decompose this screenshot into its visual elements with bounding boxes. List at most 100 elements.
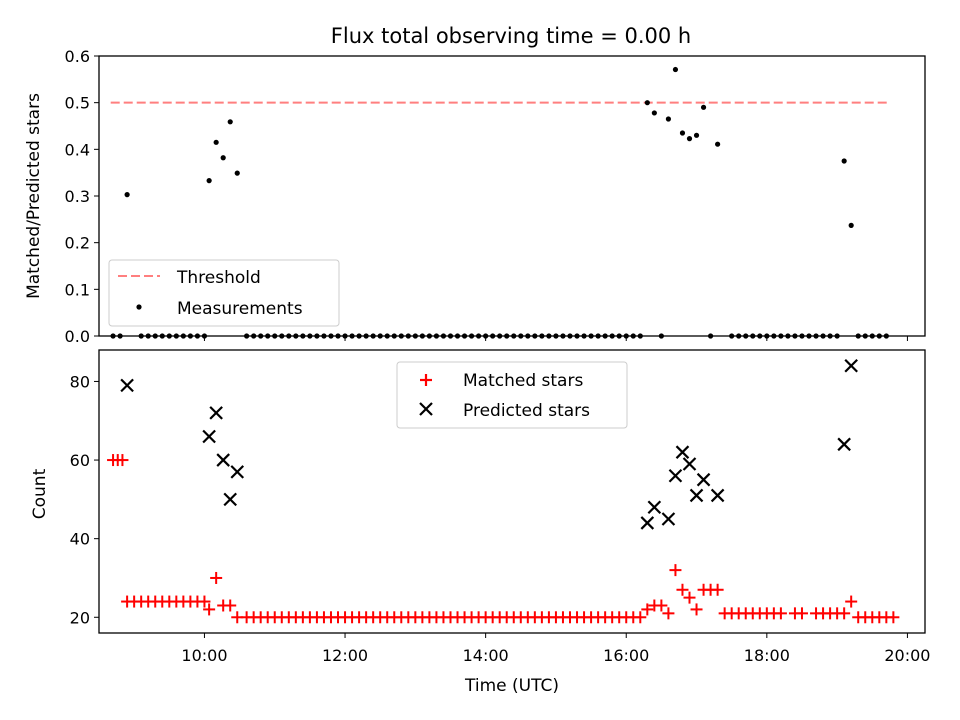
measurement-point	[862, 333, 868, 339]
measurement-point	[363, 333, 369, 339]
measurement-point	[883, 333, 889, 339]
legend-predicted-swatch	[419, 402, 433, 416]
measurement-point	[370, 333, 376, 339]
measurement-point	[194, 333, 201, 339]
measurement-point	[511, 333, 517, 339]
measurement-point	[567, 333, 573, 339]
measurement-point	[665, 116, 672, 122]
measurement-point	[419, 333, 425, 339]
matched-star-point	[210, 571, 223, 584]
measurement-point	[180, 333, 186, 339]
measurement-point	[342, 333, 348, 339]
measurement-point	[461, 333, 468, 339]
predicted-star-point	[230, 465, 245, 479]
predicted-star-point	[223, 492, 238, 507]
legend-matched-label: Matched stars	[463, 371, 583, 391]
matched-star-point	[676, 583, 689, 596]
measurement-point	[272, 333, 278, 339]
matched-star-point	[774, 607, 787, 620]
x-axis-label: Time (UTC)	[464, 676, 559, 696]
bottom-y-axis-label: Count	[30, 468, 50, 519]
matched-star-point	[198, 595, 211, 608]
predicted-star-point	[682, 457, 697, 471]
measurement-point	[258, 333, 264, 339]
measurement-point	[525, 333, 531, 339]
measurement-point	[693, 132, 700, 138]
legend-predicted-label: Predicted stars	[463, 401, 590, 421]
predicted-star-point	[675, 445, 690, 459]
bottom-y-tick-label: 40	[70, 530, 90, 549]
legend-matched-swatch	[420, 374, 432, 386]
measurement-point	[560, 333, 566, 339]
measurement-point	[581, 333, 587, 339]
measurement-point	[227, 119, 233, 125]
top-y-tick-label: 0.5	[65, 94, 90, 113]
measurement-point	[736, 333, 742, 339]
measurement-point	[848, 222, 854, 228]
measurement-point	[187, 333, 193, 339]
measurement-point	[855, 333, 861, 339]
measurement-point	[841, 158, 847, 164]
measurement-point	[644, 100, 650, 106]
measurement-point	[785, 333, 791, 339]
matched-star-point	[641, 603, 654, 616]
measurement-point	[300, 333, 306, 339]
measurement-point	[806, 333, 812, 339]
measurement-point	[307, 333, 313, 339]
matched-star-point	[669, 564, 682, 577]
predicted-star-point	[202, 429, 216, 444]
measurement-point	[145, 333, 151, 339]
legend-threshold-label: Threshold	[176, 268, 261, 288]
measurement-point	[588, 333, 594, 339]
top-y-tick-label: 0.1	[65, 280, 90, 299]
measurement-point	[328, 333, 334, 339]
measurement-point	[813, 333, 819, 339]
legend-measurements-label: Measurements	[177, 299, 303, 319]
measurement-point	[602, 333, 608, 339]
matched-star-point	[224, 599, 237, 612]
predicted-star-point	[216, 453, 230, 467]
measurement-point	[244, 333, 250, 339]
top-y-tick-label: 0.3	[65, 187, 90, 206]
measurement-point	[314, 333, 320, 339]
top-y-tick-label: 0.6	[65, 47, 90, 66]
bottom-y-tick-label: 20	[70, 608, 90, 627]
measurement-point	[234, 170, 240, 176]
x-tick-label: 10:00	[181, 646, 227, 665]
measurement-point	[574, 333, 580, 339]
measurement-point	[532, 333, 538, 339]
predicted-star-point	[120, 378, 134, 393]
measurement-point	[398, 333, 404, 339]
measurement-point	[279, 333, 285, 339]
predicted-star-point	[647, 500, 662, 515]
matched-star-point	[690, 603, 703, 616]
measurement-point	[700, 104, 707, 110]
measurement-point	[715, 141, 721, 147]
top-legend-box	[108, 259, 340, 327]
predicted-star-point	[837, 437, 851, 452]
measurement-point	[117, 333, 123, 339]
measurement-point	[124, 192, 130, 198]
measurement-point	[447, 333, 454, 339]
measurement-point	[356, 333, 362, 339]
bottom-legend: Matched stars Predicted stars	[396, 361, 628, 429]
measurement-point	[743, 333, 749, 339]
measurement-point	[468, 333, 475, 339]
predicted-star-point	[640, 516, 655, 530]
measurement-point	[220, 155, 226, 161]
measurement-point	[876, 333, 882, 339]
measurement-point	[827, 333, 833, 339]
bottom-y-axis: 20 40 60 80	[70, 372, 99, 627]
measurement-point	[251, 333, 257, 339]
measurement-point	[490, 333, 496, 339]
measurement-point	[778, 333, 784, 339]
measurement-point	[321, 333, 327, 339]
measurement-point	[630, 333, 636, 339]
measurement-point	[476, 333, 482, 339]
measurement-point	[686, 136, 693, 142]
x-tick-label: 12:00	[322, 646, 368, 665]
predicted-star-point	[661, 512, 676, 526]
measurement-point	[595, 333, 601, 339]
measurement-point	[384, 333, 390, 339]
